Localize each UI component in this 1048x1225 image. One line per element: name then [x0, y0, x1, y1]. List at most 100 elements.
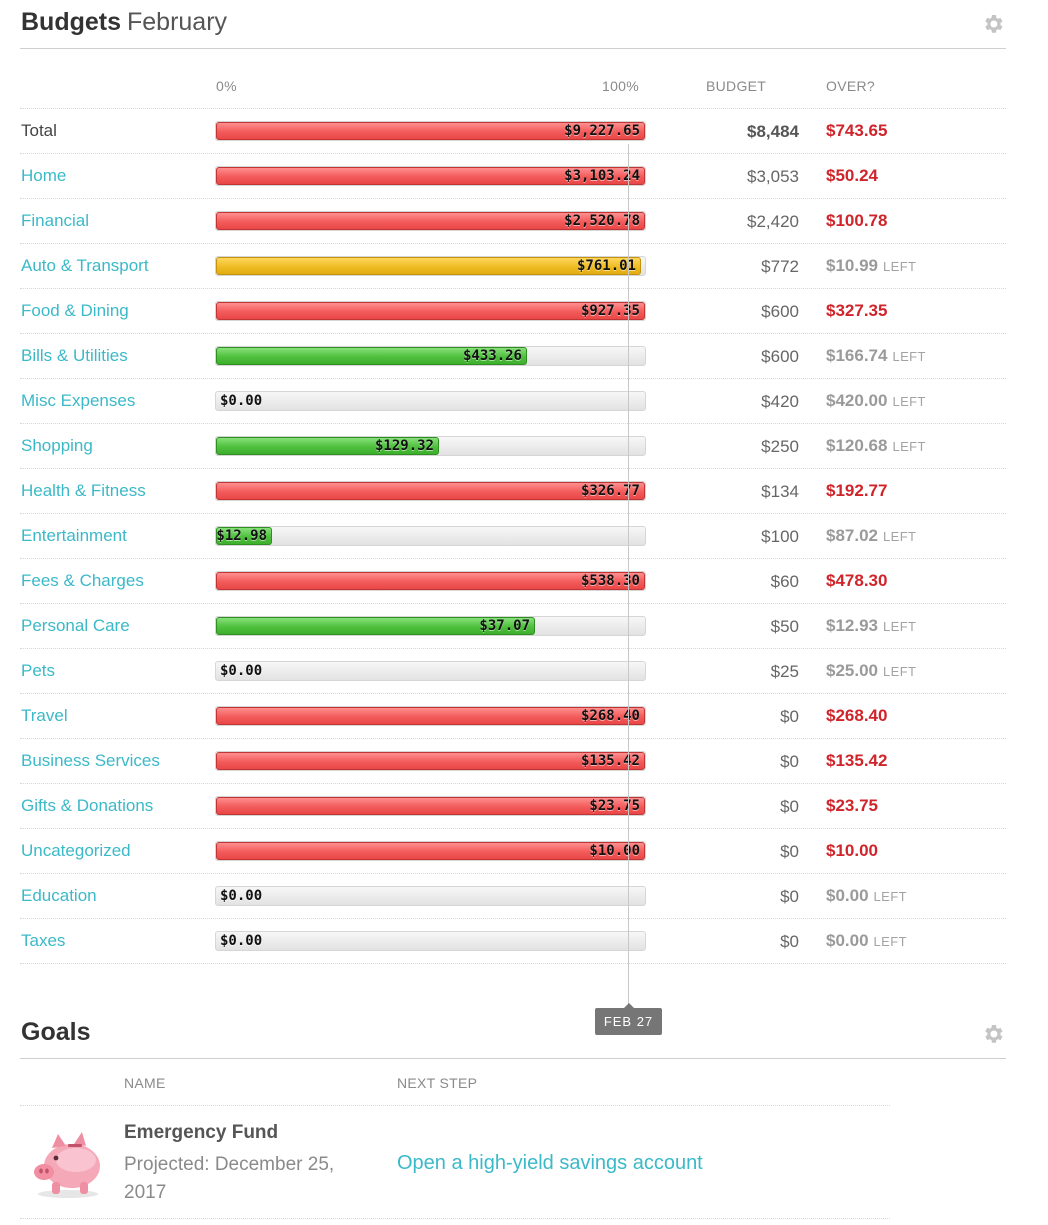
left-label: LEFT	[883, 529, 917, 544]
progress-bar-track[interactable]: $9,227.65	[215, 121, 646, 141]
progress-bar-track[interactable]: $0.00	[215, 661, 646, 681]
over-value: $192.77	[826, 481, 888, 500]
spent-amount: $0.00	[220, 933, 263, 949]
over-amount: $743.65	[826, 121, 887, 141]
today-marker-line	[628, 144, 629, 1008]
progress-bar-track[interactable]: $135.42	[215, 751, 646, 771]
category-name[interactable]: Education	[21, 886, 97, 905]
goal-next-step-link[interactable]: Open a high-yield savings account	[397, 1152, 703, 1174]
category-name[interactable]: Shopping	[21, 436, 93, 455]
over-amount: $135.42	[826, 751, 887, 771]
budget-amount: $2,420	[747, 212, 799, 231]
category-name[interactable]: Uncategorized	[21, 841, 131, 860]
budget-row[interactable]: Health & Fitness $326.77 $134 $192.77	[20, 469, 1006, 514]
progress-bar-track[interactable]: $0.00	[215, 391, 646, 411]
left-amount: $87.02 LEFT	[826, 526, 916, 546]
budget-row[interactable]: Bills & Utilities $433.26 $600 $166.74 LEFT	[20, 334, 1006, 379]
budget-row[interactable]: Business Services $135.42 $0 $135.42	[20, 739, 1006, 784]
category-name[interactable]: Pets	[21, 661, 56, 680]
gear-icon[interactable]	[981, 1022, 1005, 1046]
left-label: LEFT	[892, 349, 926, 364]
budget-row[interactable]: Financial $2,520.78 $2,420 $100.78	[20, 199, 1006, 244]
category-name[interactable]: Gifts & Donations	[21, 796, 154, 815]
budget-row[interactable]: Fees & Charges $538.30 $60 $478.30	[20, 559, 1006, 604]
category-name[interactable]: Financial	[21, 211, 90, 230]
over-value: $100.78	[826, 211, 888, 230]
progress-bar-track[interactable]: $927.35	[215, 301, 646, 321]
category-name[interactable]: Misc Expenses	[21, 391, 136, 410]
left-amount: $12.93 LEFT	[826, 616, 916, 636]
progress-bar-track[interactable]: $268.40	[215, 706, 646, 726]
progress-bar-fill	[216, 167, 645, 185]
over-amount: $100.78	[826, 211, 887, 231]
budget-row[interactable]: Uncategorized $10.00 $0 $10.00	[20, 829, 1006, 874]
gear-icon[interactable]	[981, 12, 1005, 36]
budget-amount: $600	[761, 302, 799, 321]
left-amount: $10.99 LEFT	[826, 256, 916, 276]
budgets-month[interactable]: February	[127, 8, 228, 36]
category-name[interactable]: Personal Care	[21, 616, 130, 635]
progress-bar-track[interactable]: $433.26	[215, 346, 646, 366]
budget-row[interactable]: Personal Care $37.07 $50 $12.93 LEFT	[20, 604, 1006, 649]
budget-row[interactable]: Auto & Transport $761.01 $772 $10.99 LEFT	[20, 244, 1006, 289]
over-amount: $192.77	[826, 481, 887, 501]
goal-name[interactable]: Emergency Fund	[124, 1122, 279, 1143]
category-name[interactable]: Fees & Charges	[21, 571, 144, 590]
category-name[interactable]: Food & Dining	[21, 301, 129, 320]
budget-row[interactable]: Gifts & Donations $23.75 $0 $23.75	[20, 784, 1006, 829]
budgets-title-label: Budgets	[21, 8, 121, 36]
left-amount: $420.00 LEFT	[826, 391, 926, 411]
category-name[interactable]: Business Services	[21, 751, 160, 770]
progress-bar-track[interactable]: $129.32	[215, 436, 646, 456]
category-name[interactable]: Auto & Transport	[21, 256, 149, 275]
spent-amount: $129.32	[374, 438, 434, 454]
budget-table: Total $9,227.65 $8,484 $743.65 Home $3,103.24…	[20, 109, 1006, 964]
over-value: $23.75	[826, 796, 878, 815]
progress-bar-track[interactable]: $538.30	[215, 571, 646, 591]
category-name[interactable]: Home	[21, 166, 67, 185]
category-name[interactable]: Entertainment	[21, 526, 127, 545]
progress-bar-track[interactable]: $23.75	[215, 796, 646, 816]
progress-bar-track[interactable]: $10.00	[215, 841, 646, 861]
progress-bar-fill	[216, 437, 439, 455]
header-divider	[20, 108, 1006, 109]
budget-row[interactable]: Misc Expenses $0.00 $420 $420.00 LEFT	[20, 379, 1006, 424]
budget-row[interactable]: Food & Dining $927.35 $600 $327.35	[20, 289, 1006, 334]
spent-amount: $433.26	[462, 348, 522, 364]
over-value: $10.00	[826, 841, 878, 860]
budget-row[interactable]: Education $0.00 $0 $0.00 LEFT	[20, 874, 1006, 919]
progress-bar-track[interactable]: $2,520.78	[215, 211, 646, 231]
progress-bar-fill	[216, 752, 645, 770]
over-value: $12.93	[826, 616, 878, 635]
spent-amount: $12.98	[216, 528, 267, 544]
progress-bar-track[interactable]: $0.00	[215, 931, 646, 951]
progress-bar-fill	[216, 257, 641, 275]
budget-amount: $25	[770, 662, 799, 681]
progress-bar-track[interactable]: $12.98	[215, 526, 646, 546]
over-value: $0.00	[826, 886, 869, 905]
budget-row[interactable]: Pets $0.00 $25 $25.00 LEFT	[20, 649, 1006, 694]
over-value: $478.30	[826, 571, 888, 590]
progress-bar-track[interactable]: $0.00	[215, 886, 646, 906]
budget-row[interactable]: Taxes $0.00 $0 $0.00 LEFT	[20, 919, 1006, 964]
progress-bar-track[interactable]: $761.01	[215, 256, 646, 276]
budget-amount: $0	[780, 842, 799, 861]
progress-bar-track[interactable]: $326.77	[215, 481, 646, 501]
budget-row[interactable]: Travel $268.40 $0 $268.40	[20, 694, 1006, 739]
budget-row[interactable]: Entertainment $12.98 $100 $87.02 LEFT	[20, 514, 1006, 559]
column-header-over: OVER?	[826, 78, 875, 94]
progress-bar-track[interactable]: $3,103.24	[215, 166, 646, 186]
category-name[interactable]: Taxes	[21, 931, 66, 950]
category-name[interactable]: Bills & Utilities	[21, 346, 128, 365]
over-value: $50.24	[826, 166, 878, 185]
over-value: $268.40	[826, 706, 888, 725]
budget-row-total[interactable]: Total $9,227.65 $8,484 $743.65	[20, 109, 1006, 154]
budget-amount: $420	[761, 392, 799, 411]
goals-column-name: NAME	[124, 1075, 166, 1091]
progress-bar-track[interactable]: $37.07	[215, 616, 646, 636]
budget-row[interactable]: Shopping $129.32 $250 $120.68 LEFT	[20, 424, 1006, 469]
budget-row[interactable]: Home $3,103.24 $3,053 $50.24	[20, 154, 1006, 199]
category-name[interactable]: Travel	[21, 706, 68, 725]
category-name[interactable]: Health & Fitness	[21, 481, 146, 500]
over-amount: $50.24	[826, 166, 878, 186]
